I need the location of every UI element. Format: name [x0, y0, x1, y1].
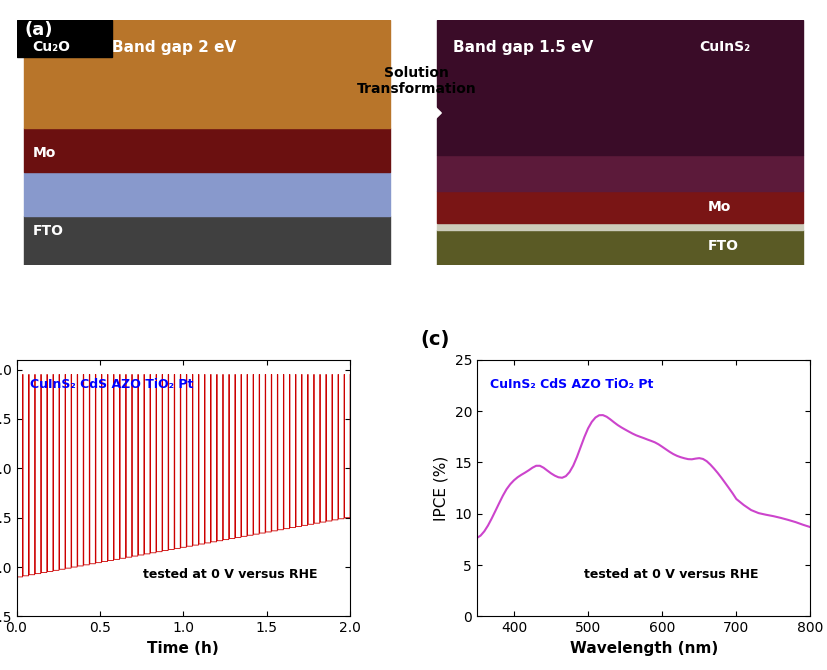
Text: CuInS₂ CdS AZO TiO₂ Pt: CuInS₂ CdS AZO TiO₂ Pt	[30, 378, 194, 391]
Text: (a): (a)	[25, 21, 53, 40]
Text: Mo: Mo	[707, 200, 730, 214]
Bar	[437, 20, 802, 155]
Text: (c): (c)	[420, 330, 450, 350]
Text: FTO: FTO	[707, 239, 739, 253]
Bar	[25, 20, 390, 128]
Bar	[437, 191, 802, 223]
Text: tested at 0 V versus RHE: tested at 0 V versus RHE	[584, 568, 758, 581]
Text: Solution
Transformation: Solution Transformation	[356, 66, 476, 96]
Bar	[25, 128, 390, 172]
Bar	[437, 223, 802, 230]
Text: Band gap 2 eV: Band gap 2 eV	[112, 40, 236, 55]
Y-axis label: IPCE (%): IPCE (%)	[434, 456, 449, 521]
Text: CuInS₂: CuInS₂	[700, 40, 750, 54]
Bar	[25, 216, 390, 265]
Bar	[17, 20, 112, 57]
Bar	[437, 230, 802, 265]
Text: FTO: FTO	[32, 224, 64, 239]
X-axis label: Wavelength (nm): Wavelength (nm)	[570, 641, 718, 656]
Text: Mo: Mo	[32, 146, 55, 160]
Text: CuInS₂ CdS AZO TiO₂ Pt: CuInS₂ CdS AZO TiO₂ Pt	[490, 378, 653, 391]
Text: Cu₂O: Cu₂O	[32, 40, 70, 54]
Text: Band gap 1.5 eV: Band gap 1.5 eV	[453, 40, 594, 55]
Bar	[25, 172, 390, 216]
Text: tested at 0 V versus RHE: tested at 0 V versus RHE	[143, 568, 318, 581]
X-axis label: Time (h): Time (h)	[147, 641, 219, 656]
Bar	[437, 155, 802, 191]
FancyArrow shape	[398, 93, 442, 133]
